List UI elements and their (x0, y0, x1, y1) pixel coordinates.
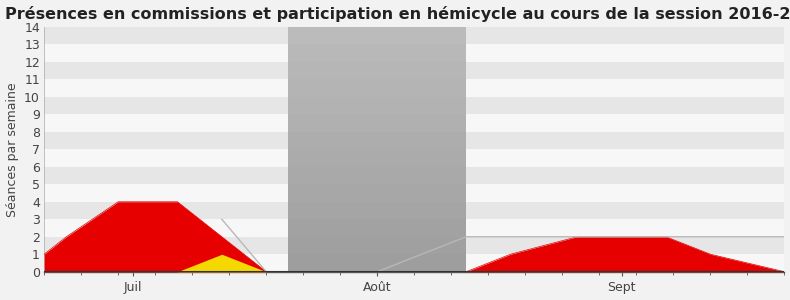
Bar (44, 149, 784, 167)
Bar (44, 202, 784, 219)
Bar (44, 27, 784, 44)
Bar (44, 219, 784, 237)
Bar (44, 254, 784, 272)
Bar (44, 62, 784, 80)
Bar (44, 132, 784, 149)
Bar (44, 114, 784, 132)
Bar (44, 97, 784, 114)
Bar (44, 184, 784, 202)
Bar (44, 44, 784, 62)
Bar (44, 237, 784, 254)
Y-axis label: Séances par semaine: Séances par semaine (6, 82, 18, 217)
Bar (44, 167, 784, 184)
Title: Présences en commissions et participation en hémicycle au cours de la session 20: Présences en commissions et participatio… (5, 6, 790, 22)
Bar (44, 80, 784, 97)
